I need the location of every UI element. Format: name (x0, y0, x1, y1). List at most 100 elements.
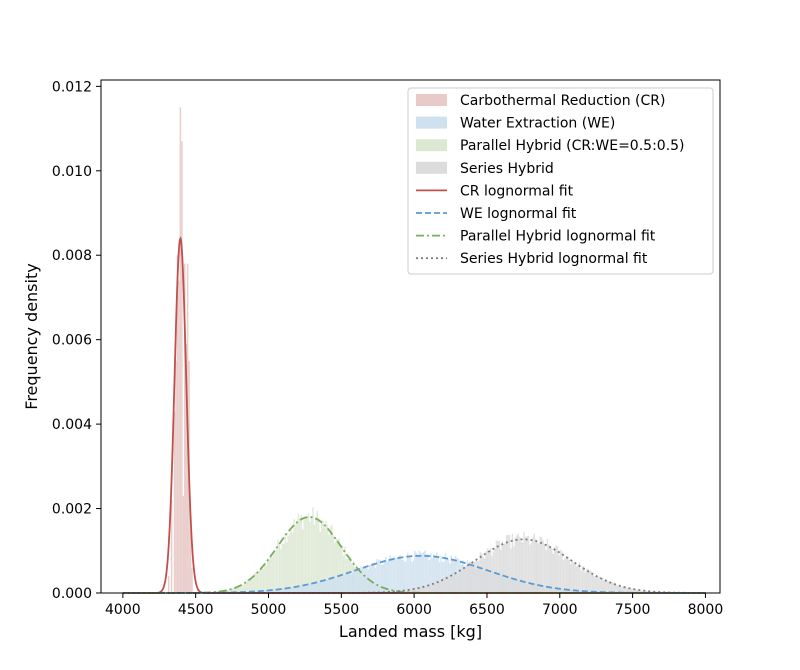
histogram-bar (378, 560, 379, 593)
histogram-bar (175, 361, 176, 593)
histogram-bar (426, 585, 427, 593)
histogram-bar (397, 558, 398, 593)
histogram-bar (519, 537, 520, 593)
legend-swatch (416, 162, 447, 174)
histogram-bar (465, 565, 466, 593)
histogram-bar (592, 575, 593, 593)
x-tick-label: 4500 (178, 602, 214, 618)
histogram-bar (483, 557, 484, 593)
y-axis-label: Frequency density (22, 263, 41, 409)
histogram-bar (456, 574, 457, 593)
histogram-bar (459, 573, 460, 593)
histogram-bar (346, 573, 347, 593)
histogram-bar (566, 556, 567, 593)
histogram-bar (488, 551, 489, 593)
histogram-bar (478, 561, 479, 593)
histogram-bar (531, 543, 532, 593)
histogram-bar (555, 545, 556, 593)
histogram-bar (439, 582, 440, 593)
histogram-bar (590, 571, 591, 593)
histogram-bar (394, 557, 395, 593)
x-tick-label: 5000 (251, 602, 287, 618)
x-tick-label: 6500 (469, 602, 505, 618)
histogram-bar (290, 530, 291, 593)
histogram-bar (181, 141, 182, 593)
histogram-bar (602, 578, 603, 593)
histogram-bar (586, 570, 587, 593)
legend-label: Parallel Hybrid lognormal fit (460, 229, 656, 245)
histogram-bar (512, 534, 513, 593)
histogram-bar (180, 107, 181, 593)
histogram-bar (453, 572, 454, 593)
histogram-bar (340, 575, 341, 593)
histogram-bar (448, 576, 449, 593)
histogram-bar (583, 566, 584, 593)
histogram-bar (338, 577, 339, 593)
histogram-bar (191, 568, 192, 593)
histogram-bar (522, 543, 523, 593)
histogram-bar (400, 555, 401, 593)
histogram-bar (481, 554, 482, 593)
y-tick-label: 0.010 (52, 164, 92, 180)
histogram-bar (255, 572, 256, 593)
histogram-bar (420, 553, 421, 593)
histogram-bar (263, 569, 264, 593)
histogram-bar (582, 566, 583, 593)
histogram-bar (499, 541, 500, 593)
histogram-bar (260, 567, 261, 593)
histogram-bar (392, 559, 393, 593)
histogram-bar (551, 548, 552, 593)
histogram-bar (467, 568, 468, 593)
x-tick-label: 7000 (542, 602, 578, 618)
histogram-bar (595, 576, 596, 593)
histogram-bar (494, 548, 495, 593)
legend-label: Carbothermal Reduction (CR) (460, 93, 665, 109)
legend-label: Parallel Hybrid (CR:WE=0.5:0.5) (460, 138, 685, 154)
histogram-bar (372, 562, 373, 593)
histogram-bar (408, 557, 409, 593)
histogram-bar (606, 580, 607, 593)
histogram-bar (474, 562, 475, 593)
histogram-bar (484, 559, 485, 593)
histogram-bar (305, 519, 306, 593)
histogram-bar (449, 579, 450, 593)
histogram-bar (303, 517, 304, 593)
histogram-bar (353, 569, 354, 593)
histogram-bar (178, 281, 179, 593)
histogram-bar (398, 556, 399, 593)
histogram-bar (445, 578, 446, 593)
histogram-bar (317, 510, 318, 593)
histogram-bar (424, 551, 425, 593)
histogram-bar (324, 579, 325, 593)
histogram-bar (440, 579, 441, 593)
histogram-bar (523, 532, 524, 593)
histogram-bar (293, 519, 294, 593)
histogram-bar (529, 545, 530, 593)
histogram-bar (391, 558, 392, 593)
histogram-bar (469, 563, 470, 593)
histogram-bar (312, 584, 313, 593)
histogram-bar (402, 560, 403, 593)
histogram-bar (276, 549, 277, 593)
histogram-bar (558, 555, 559, 593)
histogram-bar (306, 517, 307, 593)
histogram-bar (571, 561, 572, 593)
histogram-bar (509, 535, 510, 593)
histogram-bar (464, 569, 465, 593)
histogram-bar (299, 518, 300, 593)
histogram-bar (416, 553, 417, 593)
histogram-bar (395, 558, 396, 593)
histogram-bar (268, 559, 269, 593)
histogram-bar (458, 574, 459, 593)
histogram-bar (379, 560, 380, 593)
histogram-bar (312, 507, 313, 593)
histogram-bar (280, 549, 281, 593)
histogram-bar (577, 565, 578, 593)
histogram-bar (183, 496, 184, 593)
y-tick-label: 0.002 (52, 502, 92, 518)
histogram-bar (452, 572, 453, 593)
histogram-bar (504, 543, 505, 593)
histogram-bar (535, 539, 536, 593)
histogram-bar (382, 564, 383, 593)
